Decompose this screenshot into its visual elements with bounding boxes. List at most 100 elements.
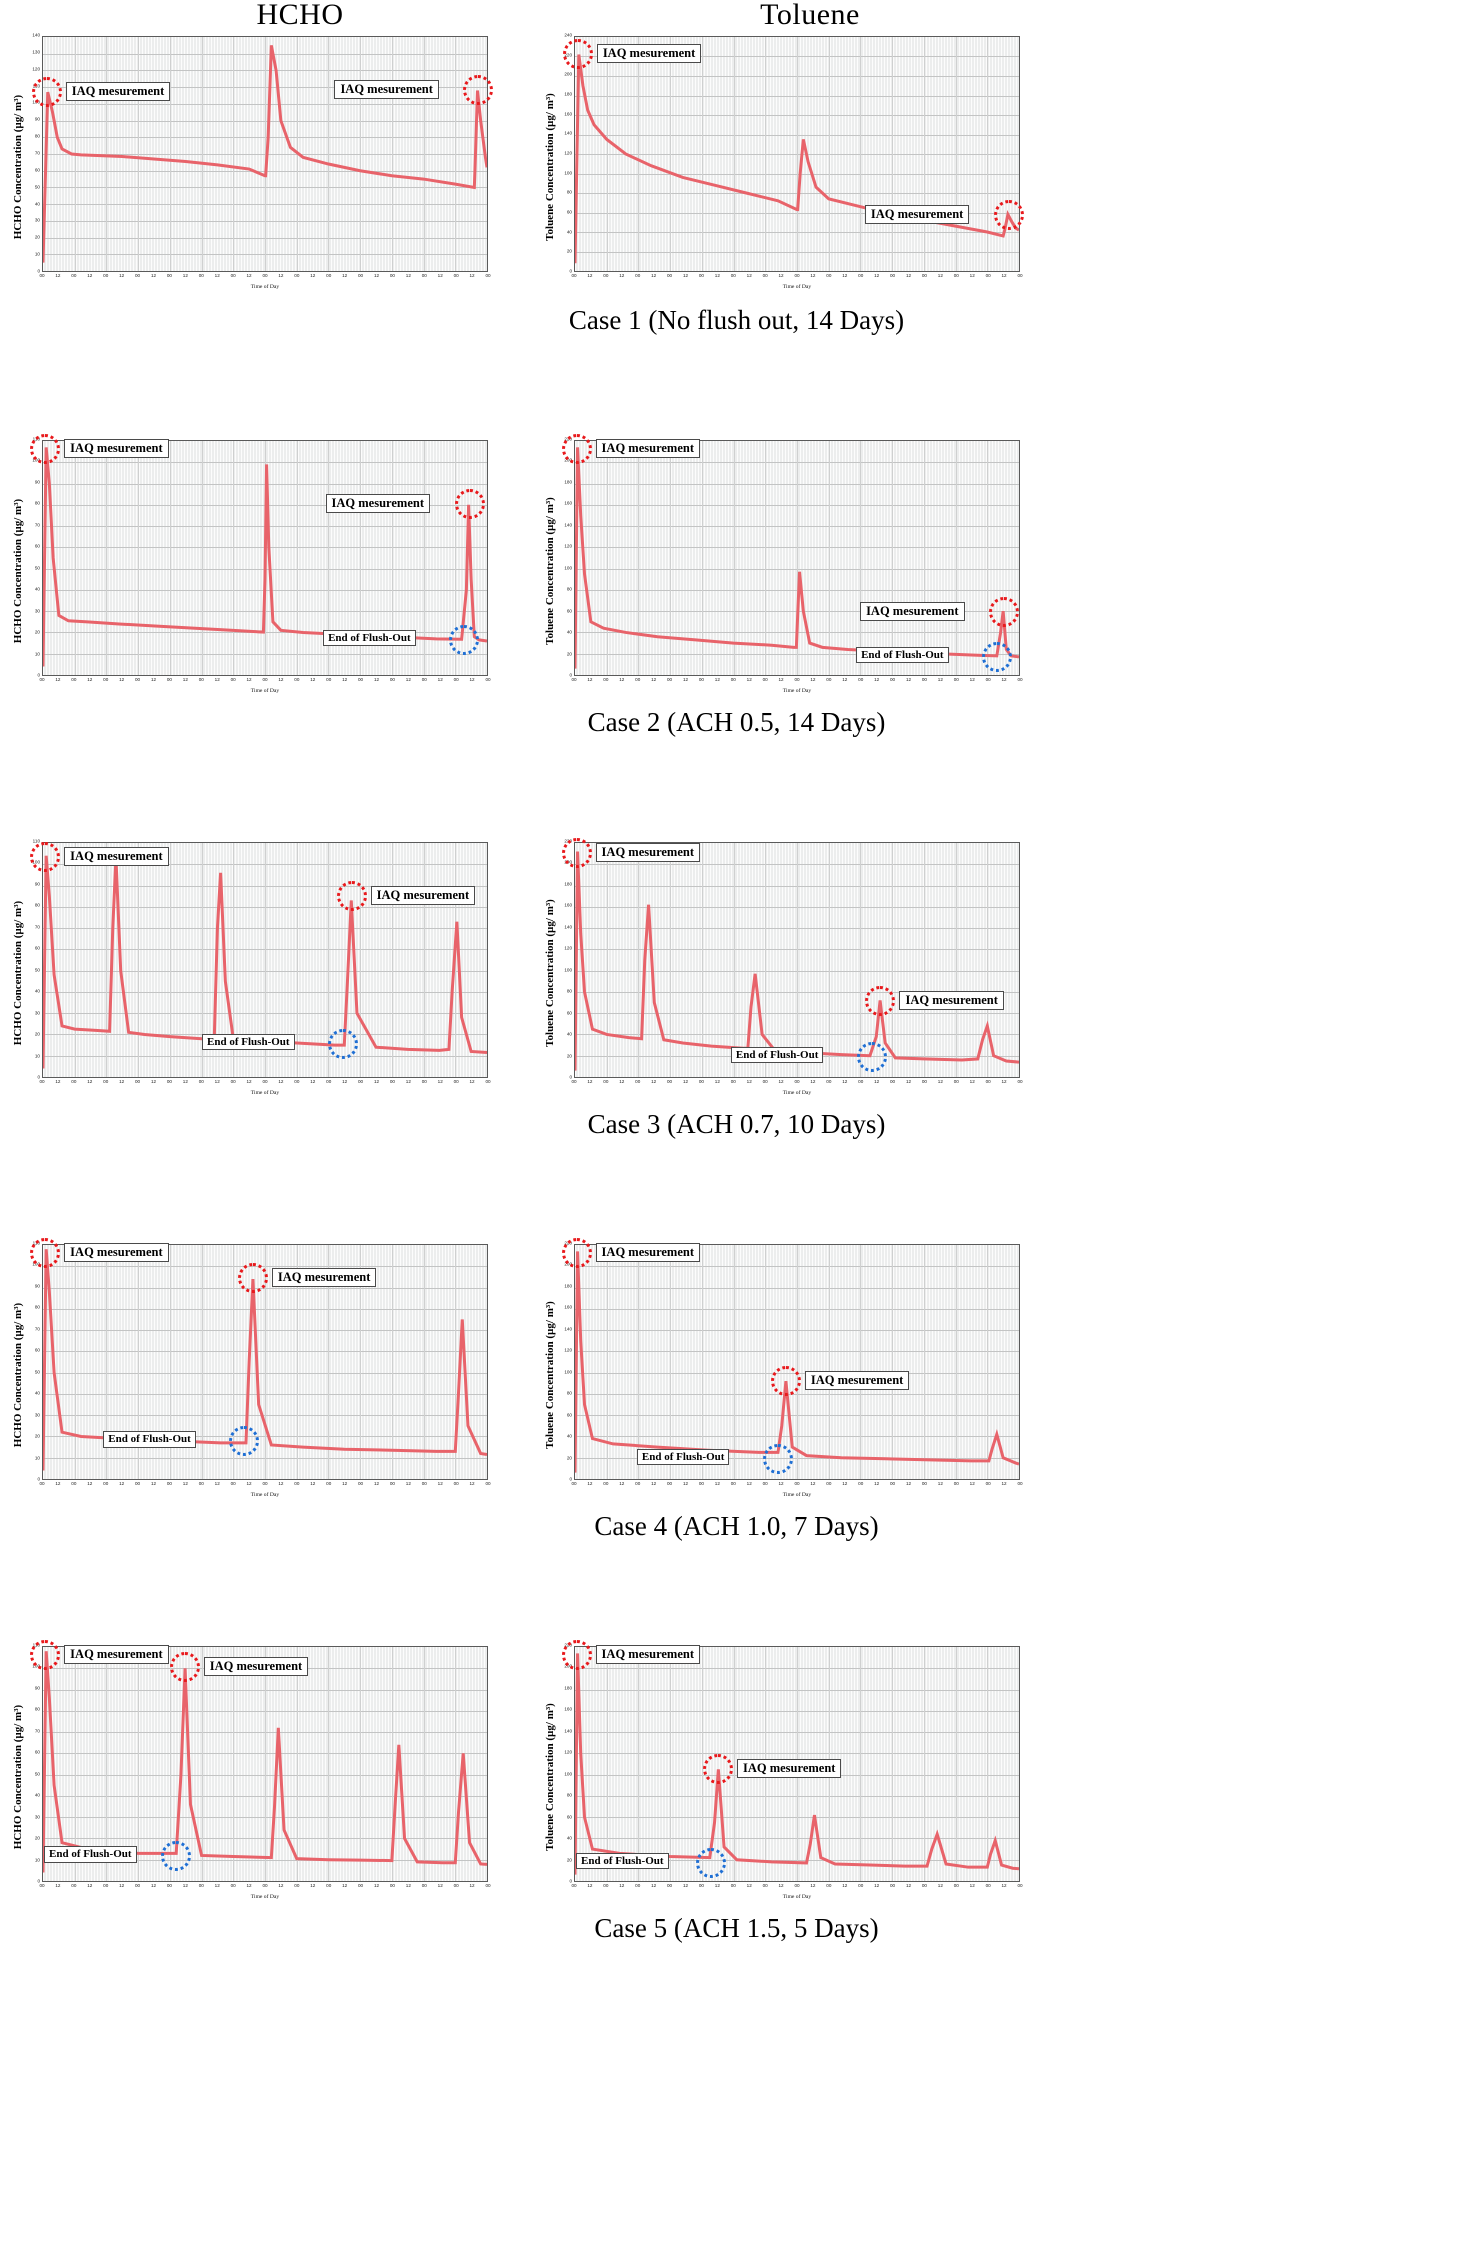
- x-axis: 00 12 00 12 00 12 00 12 00 12 00 12 00 12 00 12 00 12 00 12…: [571, 1078, 1022, 1104]
- y-axis-label-text: Toluene Concentration (µg/ m³): [544, 1301, 557, 1449]
- x-tick-label: 12: [651, 273, 657, 278]
- x-tick-label: 00: [358, 1079, 364, 1084]
- y-tick-label: 90: [34, 1685, 40, 1691]
- x-tick-label: 12: [310, 1079, 316, 1084]
- iaq-measurement-label: IAQ mesurement: [860, 601, 965, 621]
- x-tick-label: 00: [826, 1079, 832, 1084]
- gridline-vertical: [391, 441, 393, 675]
- y-tick-label: 40: [34, 201, 40, 207]
- x-tick-label: 00: [762, 1079, 768, 1084]
- gridline-vertical: [892, 1245, 894, 1479]
- x-tick-label: 12: [1001, 273, 1007, 278]
- end-of-flush-out-circle: [449, 624, 480, 655]
- y-tick-column: 0 20 40 60 80 100 120 140 160 180 200 220: [558, 839, 574, 1079]
- chart-panel-case4-toluene: Toluene Concentration (µg/ m³) 0 20 40 60 80 1…: [540, 1237, 1023, 1506]
- iaq-measurement-circle: [562, 38, 593, 69]
- x-axis: 00 12 00 12 00 12 00 12 00 12 00 12 00 12 00 12 00 12 00 12…: [39, 1078, 490, 1104]
- gridline-vertical: [265, 1245, 266, 1479]
- x-tick-label: 12: [619, 1079, 625, 1084]
- y-tick-label: 60: [566, 1010, 572, 1016]
- iaq-measurement-circle: [30, 842, 61, 873]
- iaq-measurement-label: IAQ mesurement: [203, 1657, 309, 1677]
- x-tick-label: 12: [969, 273, 975, 278]
- x-tick-label: 12: [619, 1481, 625, 1486]
- x-tick-label: 00: [953, 273, 959, 278]
- x-tick-label: 00: [453, 1079, 459, 1084]
- x-tick-label: 12: [310, 1481, 316, 1486]
- x-tick-label: 00: [1017, 1883, 1023, 1888]
- iaq-measurement-circle: [169, 1652, 200, 1683]
- y-tick-label: 90: [34, 479, 40, 485]
- x-tick-label: 12: [214, 1883, 220, 1888]
- x-tick-label: 00: [135, 1481, 141, 1486]
- gridline-vertical: [733, 1245, 735, 1479]
- gridline-vertical: [360, 1647, 362, 1881]
- x-tick-label: 12: [746, 1079, 752, 1084]
- x-tick-label: 12: [778, 677, 784, 682]
- gridline-vertical: [797, 843, 798, 1077]
- y-axis-label: Toluene Concentration (µg/ m³): [542, 842, 558, 1104]
- y-tick-label: 60: [34, 945, 40, 951]
- y-tick-label: 20: [34, 234, 40, 240]
- x-tick-label: 00: [166, 1883, 172, 1888]
- gridline-vertical: [606, 1647, 608, 1881]
- gridline-vertical: [987, 843, 989, 1077]
- x-tick-label: 00: [166, 1079, 172, 1084]
- x-tick-label: 12: [55, 1883, 61, 1888]
- x-tick-label: 12: [1001, 1883, 1007, 1888]
- x-tick-label: 00: [135, 677, 141, 682]
- x-tick-label: 12: [278, 1481, 284, 1486]
- end-of-flush-out-circle: [762, 1443, 793, 1474]
- y-tick-label: 40: [566, 629, 572, 635]
- iaq-measurement-circle: [561, 433, 592, 464]
- gridline-vertical: [169, 441, 171, 675]
- iaq-measurement-label: IAQ mesurement: [595, 1644, 701, 1664]
- y-tick-label: 140: [564, 522, 572, 528]
- chart-row-case-4: HCHO Concentration (µg/ m³) 0 10 20 30 40 50 60…: [0, 1237, 1473, 1506]
- x-tick-label: 12: [682, 677, 689, 682]
- x-tick-label: 00: [262, 1481, 268, 1486]
- x-tick-label: 00: [198, 273, 204, 278]
- y-tick-label: 180: [564, 1685, 572, 1691]
- y-tick-label: 0: [37, 672, 40, 678]
- series-line: [43, 1249, 487, 1470]
- plot-area: [42, 1646, 488, 1882]
- x-tick-label: 12: [469, 1883, 475, 1888]
- x-tick-label: 12: [342, 1481, 348, 1486]
- x-tick-label: 00: [698, 1883, 704, 1888]
- y-tick-label: 70: [34, 150, 40, 156]
- x-tick-label: 12: [810, 677, 816, 682]
- x-tick-label: 12: [119, 1883, 125, 1888]
- x-tick-label: 12: [87, 1481, 93, 1486]
- y-tick-label: 70: [34, 1728, 40, 1734]
- x-tick-label: 00: [953, 1883, 959, 1888]
- series-line: [575, 55, 1019, 264]
- y-tick-label: 200: [564, 72, 572, 78]
- x-tick-label: 00: [294, 1883, 300, 1888]
- y-tick-label: 70: [34, 1326, 40, 1332]
- x-tick-label: 00: [985, 1079, 991, 1084]
- y-tick-label: 90: [34, 1283, 40, 1289]
- end-of-flush-out-label: End of Flush-Out: [44, 1846, 137, 1863]
- x-tick-label: 12: [842, 1481, 848, 1486]
- x-tick-label: 12: [587, 677, 593, 682]
- x-tick-label: 00: [262, 677, 268, 682]
- x-tick-label: 12: [874, 1883, 880, 1888]
- x-tick-label: 12: [278, 677, 284, 682]
- x-tick-label: 00: [890, 1079, 896, 1084]
- y-tick-label: 30: [34, 608, 40, 614]
- series-curve: [575, 1245, 1019, 1479]
- y-axis-label: HCHO Concentration (µg/ m³): [10, 842, 26, 1104]
- y-tick-label: 180: [564, 91, 572, 97]
- x-tick-label: 00: [358, 1481, 364, 1486]
- x-tick-label: 12: [937, 1883, 943, 1888]
- end-of-flush-out-circle: [160, 1841, 191, 1872]
- x-tick-label: 12: [810, 1481, 816, 1486]
- y-tick-label: 90: [34, 116, 40, 122]
- y-tick-label: 60: [566, 608, 572, 614]
- gridline-vertical: [892, 843, 894, 1077]
- y-tick-label: 50: [34, 1771, 40, 1777]
- x-tick-label: 00: [858, 1883, 864, 1888]
- x-tick-label: 00: [389, 1079, 395, 1084]
- case-caption-3: Case 3 (ACH 0.7, 10 Days): [587, 1109, 886, 1139]
